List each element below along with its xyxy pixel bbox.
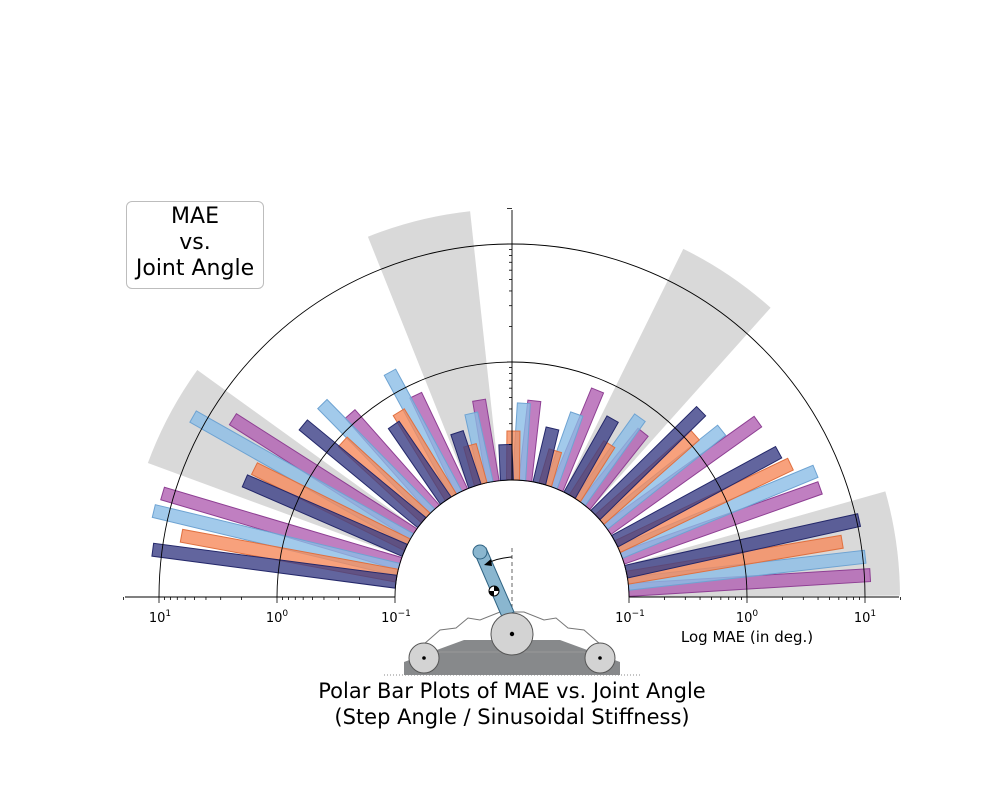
x-axis: [123, 596, 901, 603]
tick-label-right-10e-1: 10−1: [615, 609, 645, 626]
wheel-axle-0: [422, 656, 426, 660]
tick-label-left-10e0: 100: [266, 609, 289, 626]
tick-label-right-10e0: 100: [736, 609, 759, 626]
wheel-axle-1: [598, 656, 602, 660]
tick-label-left-10e1: 101: [149, 609, 171, 626]
x-axis-label: Log MAE (in deg.): [681, 628, 813, 646]
radial-grid: [158, 208, 866, 598]
legend-line-3: Joint Angle: [135, 256, 255, 281]
center-of-mass-fill: [489, 586, 499, 596]
hip-axle: [509, 631, 515, 637]
tick-base: 10: [149, 611, 166, 626]
tick-label-right-10e1: 101: [854, 609, 876, 626]
legend-box: MAE vs. Joint Angle: [126, 201, 264, 289]
legend-line-2: vs.: [179, 230, 211, 255]
tick-label-left-10e-1: 10−1: [381, 609, 411, 626]
tick-exp: 1: [165, 609, 171, 619]
bar-navy-5: [498, 443, 514, 481]
legend-line-1: MAE: [171, 204, 219, 229]
angle-arrow-icon: [484, 559, 492, 566]
chart-title-line-2: (Step Angle / Sinusoidal Stiffness): [334, 705, 689, 729]
pendulum-tip: [472, 544, 488, 560]
robot-base: [404, 640, 620, 675]
robot-diagram: [384, 544, 640, 676]
chart-title-line-1: Polar Bar Plots of MAE vs. Joint Angle: [318, 679, 705, 703]
chart-bars: [151, 368, 872, 597]
